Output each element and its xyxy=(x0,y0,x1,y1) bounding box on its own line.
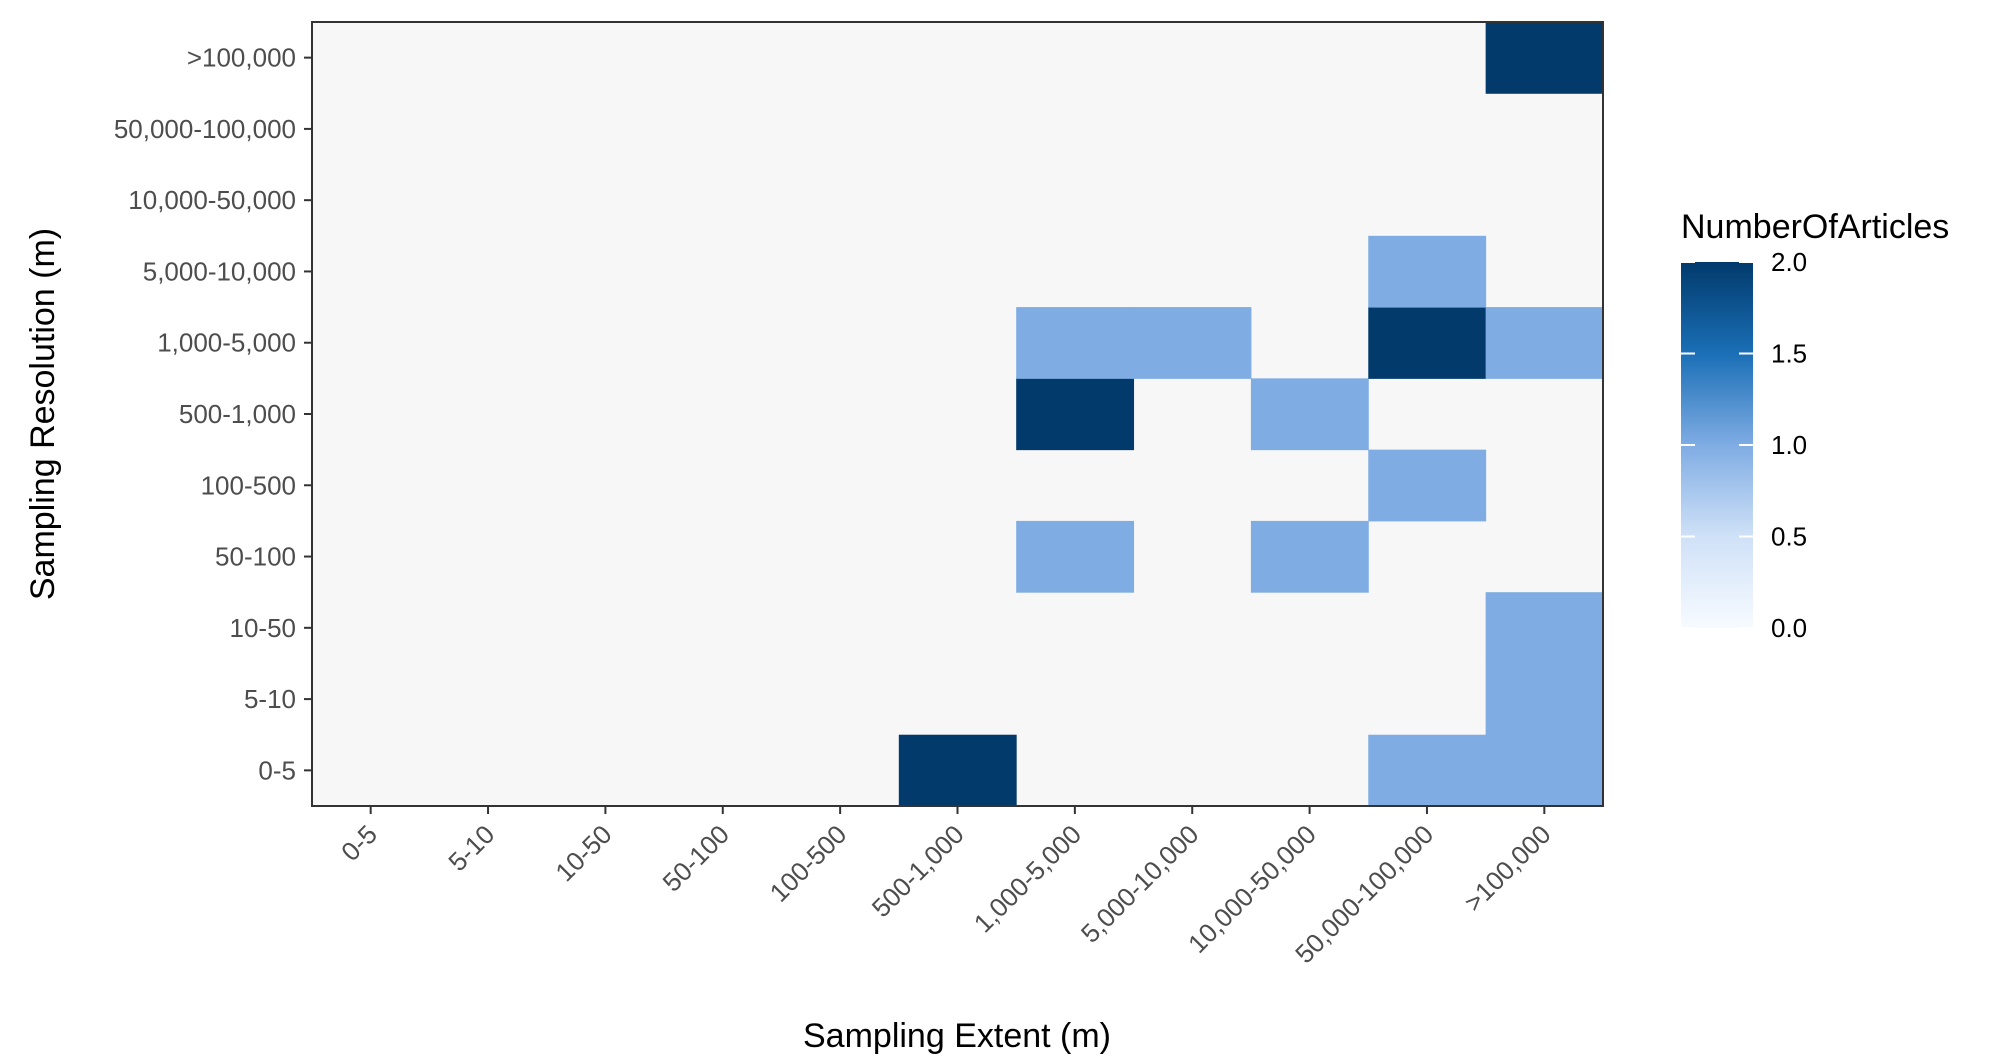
heatmap-cells xyxy=(898,22,1604,807)
x-tick-label: 5,000-10,000 xyxy=(1075,819,1205,949)
y-tick-label: 100-500 xyxy=(201,470,296,500)
heatmap-cell xyxy=(1368,734,1487,807)
x-tick-label: 100-500 xyxy=(764,819,853,908)
legend-tick-label: 2.0 xyxy=(1771,247,1807,277)
y-axis: 0-5 5-10 10-50 50-100 100-500 500-1,000 1,000-… xyxy=(114,43,312,785)
y-tick-label: 50,000-100,000 xyxy=(114,114,296,144)
x-axis-title: Sampling Extent (m) xyxy=(803,1017,1111,1055)
legend-tick-label: 0.0 xyxy=(1771,613,1807,643)
y-tick-label: 5,000-10,000 xyxy=(143,256,296,286)
y-tick-label: 500-1,000 xyxy=(179,399,296,429)
heatmap-cell xyxy=(1250,520,1369,593)
heatmap-cell xyxy=(1368,235,1487,308)
legend-title: NumberOfArticles xyxy=(1681,208,1949,246)
heatmap-cell xyxy=(1485,22,1604,94)
heatmap-cell xyxy=(1485,663,1604,736)
x-tick-label: 10-50 xyxy=(549,819,617,887)
heatmap-cell xyxy=(1016,520,1135,593)
heatmap-cell xyxy=(1368,449,1487,522)
heatmap-cell xyxy=(1250,378,1369,451)
y-tick-label: 10-50 xyxy=(230,613,297,643)
legend-tick-label: 1.5 xyxy=(1771,339,1807,369)
heatmap-cell xyxy=(1485,734,1604,807)
y-tick-label: 50-100 xyxy=(215,542,296,572)
y-tick-label: 5-10 xyxy=(244,684,296,714)
x-axis: 0-5 5-10 10-50 50-100 100-500 500-1,0001,000-… xyxy=(335,806,1557,969)
x-tick-label: 1,000-5,000 xyxy=(968,819,1087,938)
heatmap-cell xyxy=(1485,592,1604,664)
heatmap-cell xyxy=(1016,378,1135,451)
y-tick-label: 10,000-50,000 xyxy=(128,185,296,215)
y-tick-label: 0-5 xyxy=(258,755,296,785)
heatmap-cell xyxy=(898,734,1017,807)
x-tick-label: 500-1,000 xyxy=(866,819,970,923)
heatmap-cell xyxy=(1133,307,1252,379)
plot-panel xyxy=(312,22,1603,806)
legend-tick-label: 0.5 xyxy=(1771,522,1807,552)
x-tick-label: 5-10 xyxy=(442,819,500,877)
legend-tick-label: 1.0 xyxy=(1771,430,1807,460)
y-tick-label: 1,000-5,000 xyxy=(157,328,296,358)
legend: NumberOfArticles 0.0 0.5 1.0 1.5 2.0 xyxy=(1681,208,1949,643)
heatmap-cell xyxy=(1368,307,1487,379)
heatmap-cell xyxy=(1485,307,1604,379)
x-tick-label: >100,000 xyxy=(1458,819,1556,917)
x-tick-label: 50-100 xyxy=(657,819,735,897)
heatmap-cell xyxy=(1016,307,1135,379)
y-tick-label: >100,000 xyxy=(187,43,296,73)
y-axis-title: Sampling Resolution (m) xyxy=(24,228,62,600)
x-tick-label: 0-5 xyxy=(335,819,383,867)
